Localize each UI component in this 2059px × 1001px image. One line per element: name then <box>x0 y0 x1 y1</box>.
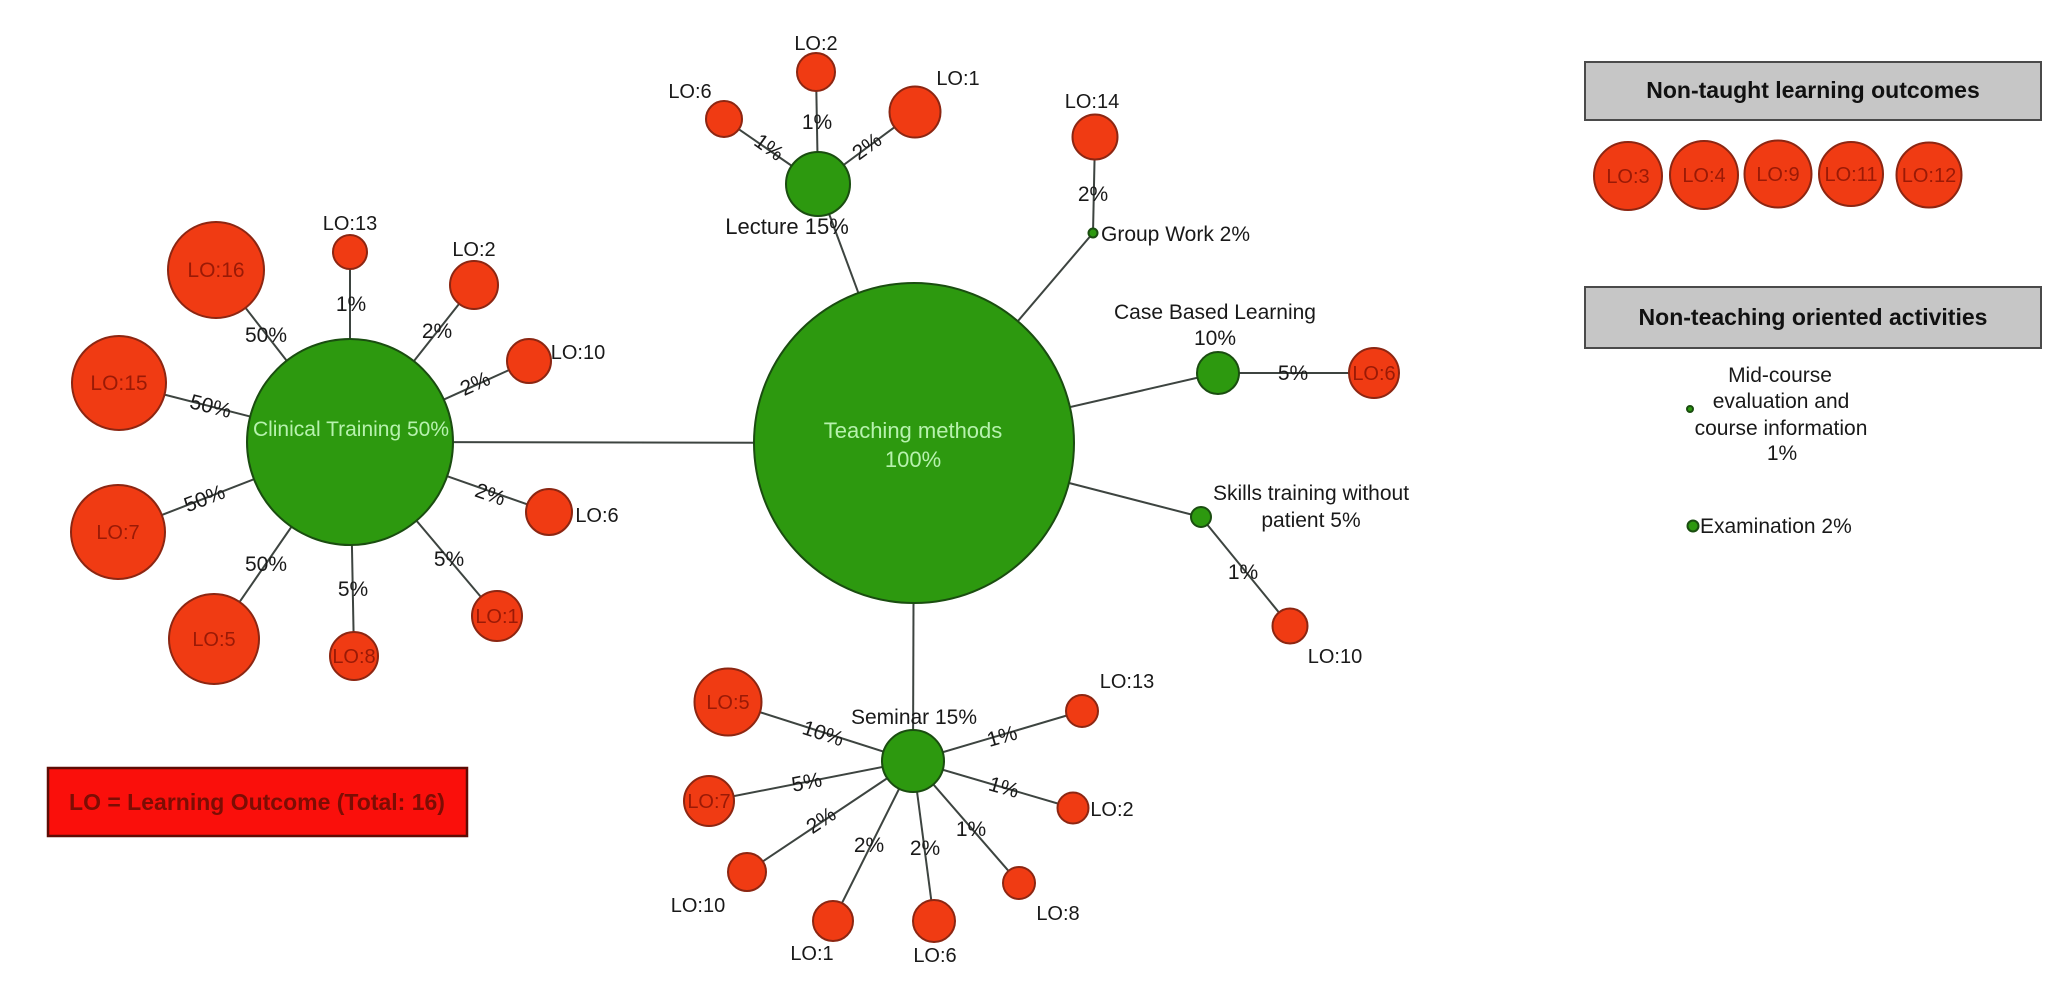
svg-text:1%: 1% <box>336 293 366 316</box>
svg-text:5%: 5% <box>434 548 464 571</box>
svg-text:Non-teaching oriented activiti: Non-teaching oriented activities <box>1639 304 1988 330</box>
svg-text:evaluation and: evaluation and <box>1713 390 1850 413</box>
svg-text:LO:9: LO:9 <box>1756 164 1799 186</box>
svg-text:LO:1: LO:1 <box>936 68 979 90</box>
svg-text:50%: 50% <box>245 324 287 347</box>
svg-text:LO:15: LO:15 <box>90 372 147 395</box>
svg-text:LO:10: LO:10 <box>671 895 725 917</box>
svg-text:10%: 10% <box>1194 327 1236 350</box>
svg-text:course information: course information <box>1695 417 1868 440</box>
svg-text:Group Work 2%: Group Work 2% <box>1101 223 1250 246</box>
svg-text:LO:6: LO:6 <box>913 945 956 967</box>
svg-text:LO:12: LO:12 <box>1902 165 1956 187</box>
svg-text:Lecture 15%: Lecture 15% <box>725 214 849 239</box>
svg-text:50%: 50% <box>245 553 287 576</box>
svg-text:LO:6: LO:6 <box>575 505 618 527</box>
svg-text:LO = Learning Outcome (Total:: LO = Learning Outcome (Total: 16) <box>69 789 445 815</box>
svg-text:Seminar 15%: Seminar 15% <box>851 706 977 729</box>
svg-text:1%: 1% <box>1767 442 1797 465</box>
svg-text:LO:8: LO:8 <box>332 646 375 668</box>
svg-text:Clinical Training 50%: Clinical Training 50% <box>253 418 449 441</box>
svg-text:2%: 2% <box>1078 183 1108 206</box>
svg-text:LO:1: LO:1 <box>790 943 833 965</box>
svg-text:LO:4: LO:4 <box>1682 165 1725 187</box>
svg-text:5%: 5% <box>790 768 824 796</box>
svg-text:LO:3: LO:3 <box>1606 166 1649 188</box>
svg-text:LO:2: LO:2 <box>1090 799 1133 821</box>
svg-text:LO:7: LO:7 <box>687 791 730 813</box>
svg-text:LO:14: LO:14 <box>1065 91 1119 113</box>
svg-text:2%: 2% <box>910 837 940 860</box>
svg-text:LO:5: LO:5 <box>706 692 749 714</box>
svg-text:LO:6: LO:6 <box>668 81 711 103</box>
svg-text:1%: 1% <box>802 111 832 134</box>
svg-text:Mid-course: Mid-course <box>1728 364 1832 387</box>
svg-text:Case Based Learning: Case Based Learning <box>1114 301 1316 324</box>
svg-text:Skills training without: Skills training without <box>1213 482 1409 505</box>
svg-text:LO:2: LO:2 <box>794 33 837 55</box>
svg-text:LO:11: LO:11 <box>1825 164 1878 186</box>
svg-text:LO:10: LO:10 <box>551 342 605 364</box>
svg-text:Non-taught learning outcomes: Non-taught learning outcomes <box>1646 77 1980 103</box>
svg-text:LO:10: LO:10 <box>1308 646 1362 668</box>
svg-text:5%: 5% <box>1278 362 1308 385</box>
svg-text:LO:1: LO:1 <box>475 606 518 628</box>
svg-text:LO:6: LO:6 <box>1352 363 1395 385</box>
svg-text:patient 5%: patient 5% <box>1261 509 1360 532</box>
svg-text:Examination 2%: Examination 2% <box>1700 515 1852 538</box>
svg-text:1%: 1% <box>956 818 986 841</box>
svg-text:LO:13: LO:13 <box>323 213 377 235</box>
svg-text:2%: 2% <box>854 834 884 857</box>
svg-text:1%: 1% <box>1228 561 1258 584</box>
svg-text:Teaching methods: Teaching methods <box>824 418 1003 443</box>
svg-text:LO:5: LO:5 <box>192 629 235 651</box>
svg-text:LO:7: LO:7 <box>96 522 139 544</box>
svg-text:LO:16: LO:16 <box>187 259 244 282</box>
svg-text:5%: 5% <box>338 578 368 601</box>
svg-text:100%: 100% <box>885 447 941 472</box>
svg-text:LO:13: LO:13 <box>1100 671 1154 693</box>
svg-text:2%: 2% <box>422 320 452 343</box>
svg-text:LO:2: LO:2 <box>452 239 495 261</box>
svg-text:LO:8: LO:8 <box>1036 903 1079 925</box>
